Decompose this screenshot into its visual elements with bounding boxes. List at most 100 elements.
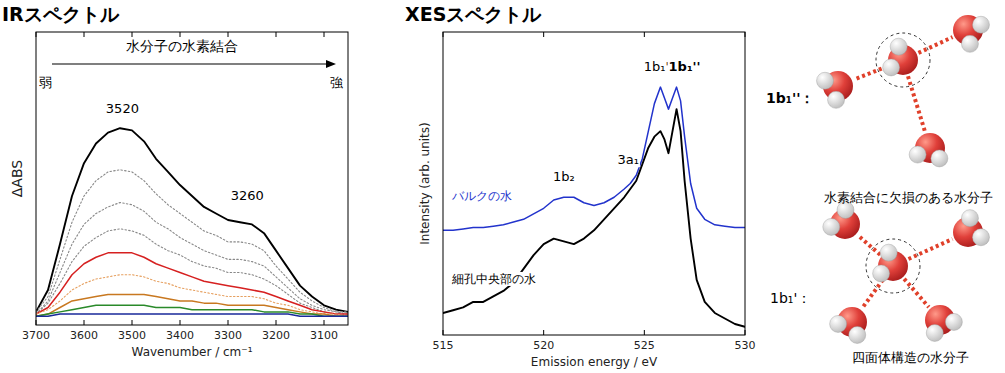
hydrogen xyxy=(931,150,948,167)
x-axis-title: Emission energy / eV xyxy=(531,355,658,369)
label-patch xyxy=(105,101,140,116)
hydrogen xyxy=(849,326,866,343)
x-tick xyxy=(84,32,85,37)
x-tick xyxy=(228,32,229,37)
annotation: 1b₂ xyxy=(553,169,575,184)
hydrogen xyxy=(961,210,978,227)
highlight-circle xyxy=(876,33,930,87)
plot-area xyxy=(443,87,745,327)
series-line xyxy=(443,109,745,327)
arrow-label: 水分子の水素結合 xyxy=(126,38,238,54)
label-patch xyxy=(329,75,344,90)
label-patch xyxy=(38,75,53,90)
x-tick xyxy=(543,32,544,37)
annotation: 1b₁'' xyxy=(669,59,701,74)
labels: 35203260弱強 xyxy=(38,75,343,204)
hydrogen xyxy=(880,244,897,261)
annotation: 3a₁ xyxy=(618,152,639,167)
hydrogen xyxy=(972,16,989,33)
hydrogen xyxy=(961,35,978,52)
hydrogen-bond xyxy=(862,280,883,309)
label-patch xyxy=(617,152,640,167)
label-patch xyxy=(450,272,537,286)
x-tick xyxy=(443,32,444,37)
hydrogen xyxy=(883,59,900,76)
x-tick-label: 3700 xyxy=(22,329,50,342)
diagram: 1b₁''：水素結合に欠損のある水分子1b₁'：四面体構造の水分子 xyxy=(766,15,993,365)
labels: バルクの水細孔中央部の水 1b₂ 3a₁ 1b₁'1b₁'' xyxy=(450,59,702,286)
hydrogen-bond xyxy=(854,66,887,79)
x-tick-label: 3100 xyxy=(310,329,338,342)
x-tick-label: 3200 xyxy=(262,329,290,342)
label-patch xyxy=(230,188,265,203)
x-tick xyxy=(132,32,133,37)
chart-panel: XESスペクトル 515 520 525 530 Emission energy / eV… xyxy=(405,3,756,369)
label-patch xyxy=(643,59,670,74)
y-axis-title: ΔABS xyxy=(9,160,25,198)
x-tick-label: 530 xyxy=(735,339,756,352)
chart-title: XESスペクトル xyxy=(405,3,542,25)
label-patch xyxy=(668,59,702,74)
x-tick-label: 3600 xyxy=(70,329,98,342)
hydrogen xyxy=(830,315,847,332)
x-tick xyxy=(324,32,325,37)
hydrogen xyxy=(909,146,926,163)
x-tick-label: 515 xyxy=(433,339,454,352)
x-tick xyxy=(36,32,37,37)
annotation: 弱 xyxy=(39,75,52,90)
water-molecule xyxy=(925,305,962,341)
hydrogen-bond xyxy=(918,37,952,53)
series-line xyxy=(36,305,348,316)
x-tick xyxy=(745,330,746,335)
hydrogen xyxy=(823,218,840,235)
water-molecule xyxy=(830,307,867,343)
highlight-circle xyxy=(866,239,920,293)
hydrogen-bond xyxy=(908,76,925,131)
annotation: 3260 xyxy=(231,188,264,203)
molecule-cluster xyxy=(817,15,990,167)
plot-area xyxy=(36,128,348,316)
figure: IRスペクトル3700360035003400330032003100Waven… xyxy=(0,0,1005,373)
hydrogen-bond xyxy=(908,239,952,259)
water-molecule xyxy=(883,38,918,76)
label-patch xyxy=(450,189,513,203)
x-axis-title: Wavenumber / cm⁻¹ xyxy=(132,345,253,359)
hydrogen xyxy=(926,324,943,341)
series-label: バルクの水 xyxy=(451,189,512,203)
arrow-head xyxy=(326,60,336,68)
hydrogen xyxy=(945,313,962,330)
water-molecule xyxy=(823,202,860,239)
hydrogen xyxy=(890,38,907,55)
annotation: 1b₁' xyxy=(644,59,669,74)
series-label: 細孔中央部の水 xyxy=(451,272,536,286)
x-tick-label: 3500 xyxy=(118,329,146,342)
x-tick xyxy=(324,320,325,325)
series-line xyxy=(443,87,745,230)
water-molecule xyxy=(953,15,989,52)
plot-frame xyxy=(443,32,745,335)
x-tick xyxy=(644,32,645,37)
water-molecule xyxy=(873,244,908,282)
x-tick-label: 520 xyxy=(533,339,554,352)
chart-panel: IRスペクトル3700360035003400330032003100Waven… xyxy=(2,3,348,359)
series-line xyxy=(36,203,348,315)
diagram-caption: 四面体構造の水分子 xyxy=(852,350,969,365)
x-tick xyxy=(543,330,544,335)
hydrogen xyxy=(828,91,845,108)
diagram-label: 1b₁''： xyxy=(766,90,814,106)
x-tick xyxy=(276,320,277,325)
hydrogen xyxy=(873,265,890,282)
x-tick-label: 3300 xyxy=(214,329,242,342)
label-patch xyxy=(552,169,576,184)
x-tick xyxy=(180,32,181,37)
series-line xyxy=(36,253,348,314)
x-tick-label: 3400 xyxy=(166,329,194,342)
x-tick-label: 525 xyxy=(634,339,655,352)
x-tick xyxy=(228,320,229,325)
series-line xyxy=(36,170,348,312)
plot-frame xyxy=(36,32,348,325)
x-tick xyxy=(84,320,85,325)
series-line xyxy=(36,294,348,316)
diagram-label: 1b₁'： xyxy=(770,290,811,306)
water-molecule xyxy=(909,133,948,167)
